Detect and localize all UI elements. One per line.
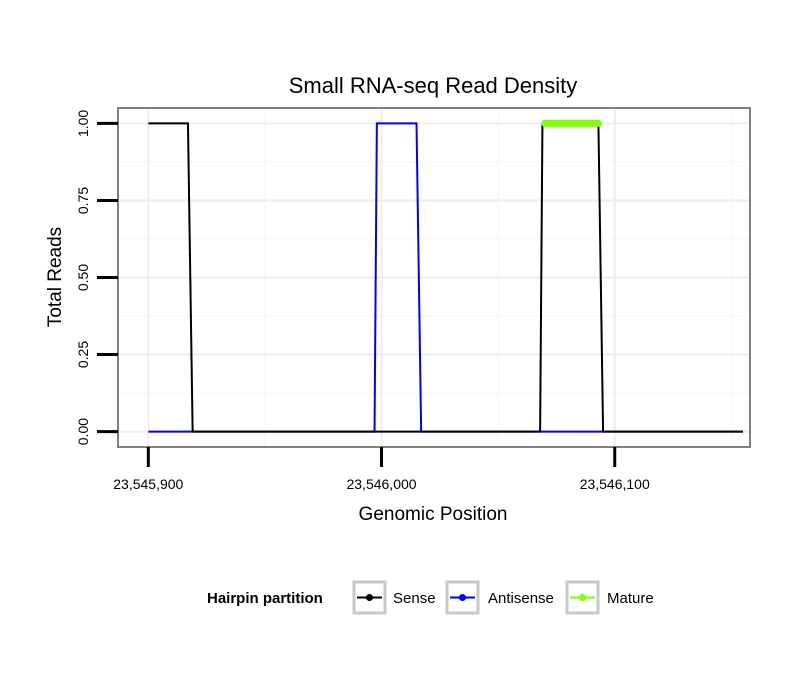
chart-title: Small RNA-seq Read Density bbox=[289, 73, 578, 98]
legend-title: Hairpin partition bbox=[207, 590, 323, 607]
x-axis-title: Genomic Position bbox=[359, 504, 508, 525]
series-line-sense bbox=[148, 122, 743, 433]
y-tick-label: 0.75 bbox=[75, 187, 91, 214]
legend-label-sense: Sense bbox=[393, 590, 436, 607]
y-tick-label: 0.25 bbox=[75, 341, 91, 368]
x-tick-label: 23,546,100 bbox=[580, 476, 650, 492]
legend-dot-sense bbox=[366, 594, 373, 601]
legend-dot-antisense bbox=[459, 594, 466, 601]
y-axis: 0.00 0.25 0.50 0.75 1.00 bbox=[75, 110, 118, 445]
y-tick-label: 1.00 bbox=[75, 110, 91, 137]
legend-dot-mature bbox=[579, 594, 586, 601]
legend-label-antisense: Antisense bbox=[488, 590, 554, 607]
y-axis-title: Total Reads bbox=[45, 227, 66, 327]
y-tick-label: 0.00 bbox=[75, 418, 91, 445]
series-layer bbox=[148, 119, 743, 433]
x-axis: 23,545,900 23,546,000 23,546,100 bbox=[113, 447, 650, 492]
y-tick-label: 0.50 bbox=[75, 264, 91, 291]
x-tick-label: 23,545,900 bbox=[113, 476, 183, 492]
legend: Hairpin partition Sense Antisense Mature bbox=[207, 580, 654, 615]
legend-label-mature: Mature bbox=[607, 590, 654, 607]
x-tick-label: 23,546,000 bbox=[346, 476, 416, 492]
